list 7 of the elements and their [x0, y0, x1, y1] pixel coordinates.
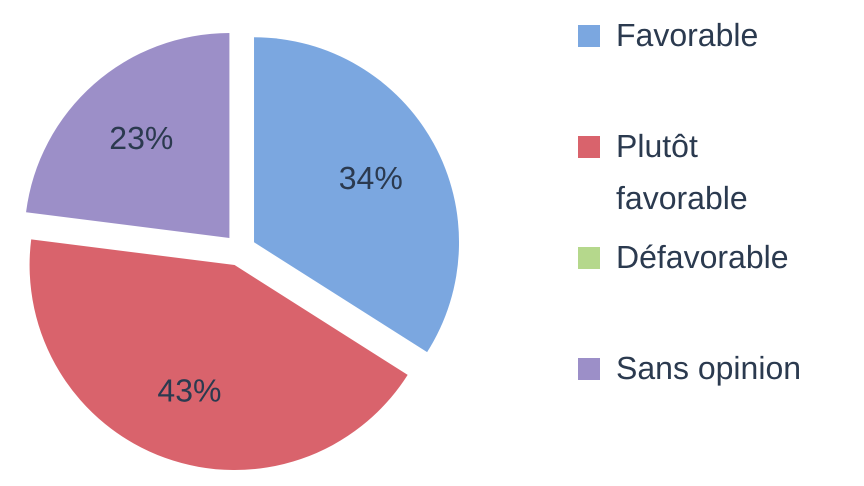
legend-label: Plutôt favorable [616, 128, 748, 216]
legend-label: Favorable [616, 17, 758, 53]
data-label: 34% [338, 160, 403, 196]
data-label: 23% [109, 120, 174, 156]
data-label: 43% [157, 372, 222, 408]
legend-label: Sans opinion [616, 350, 802, 386]
legend-label: Défavorable [616, 239, 789, 275]
